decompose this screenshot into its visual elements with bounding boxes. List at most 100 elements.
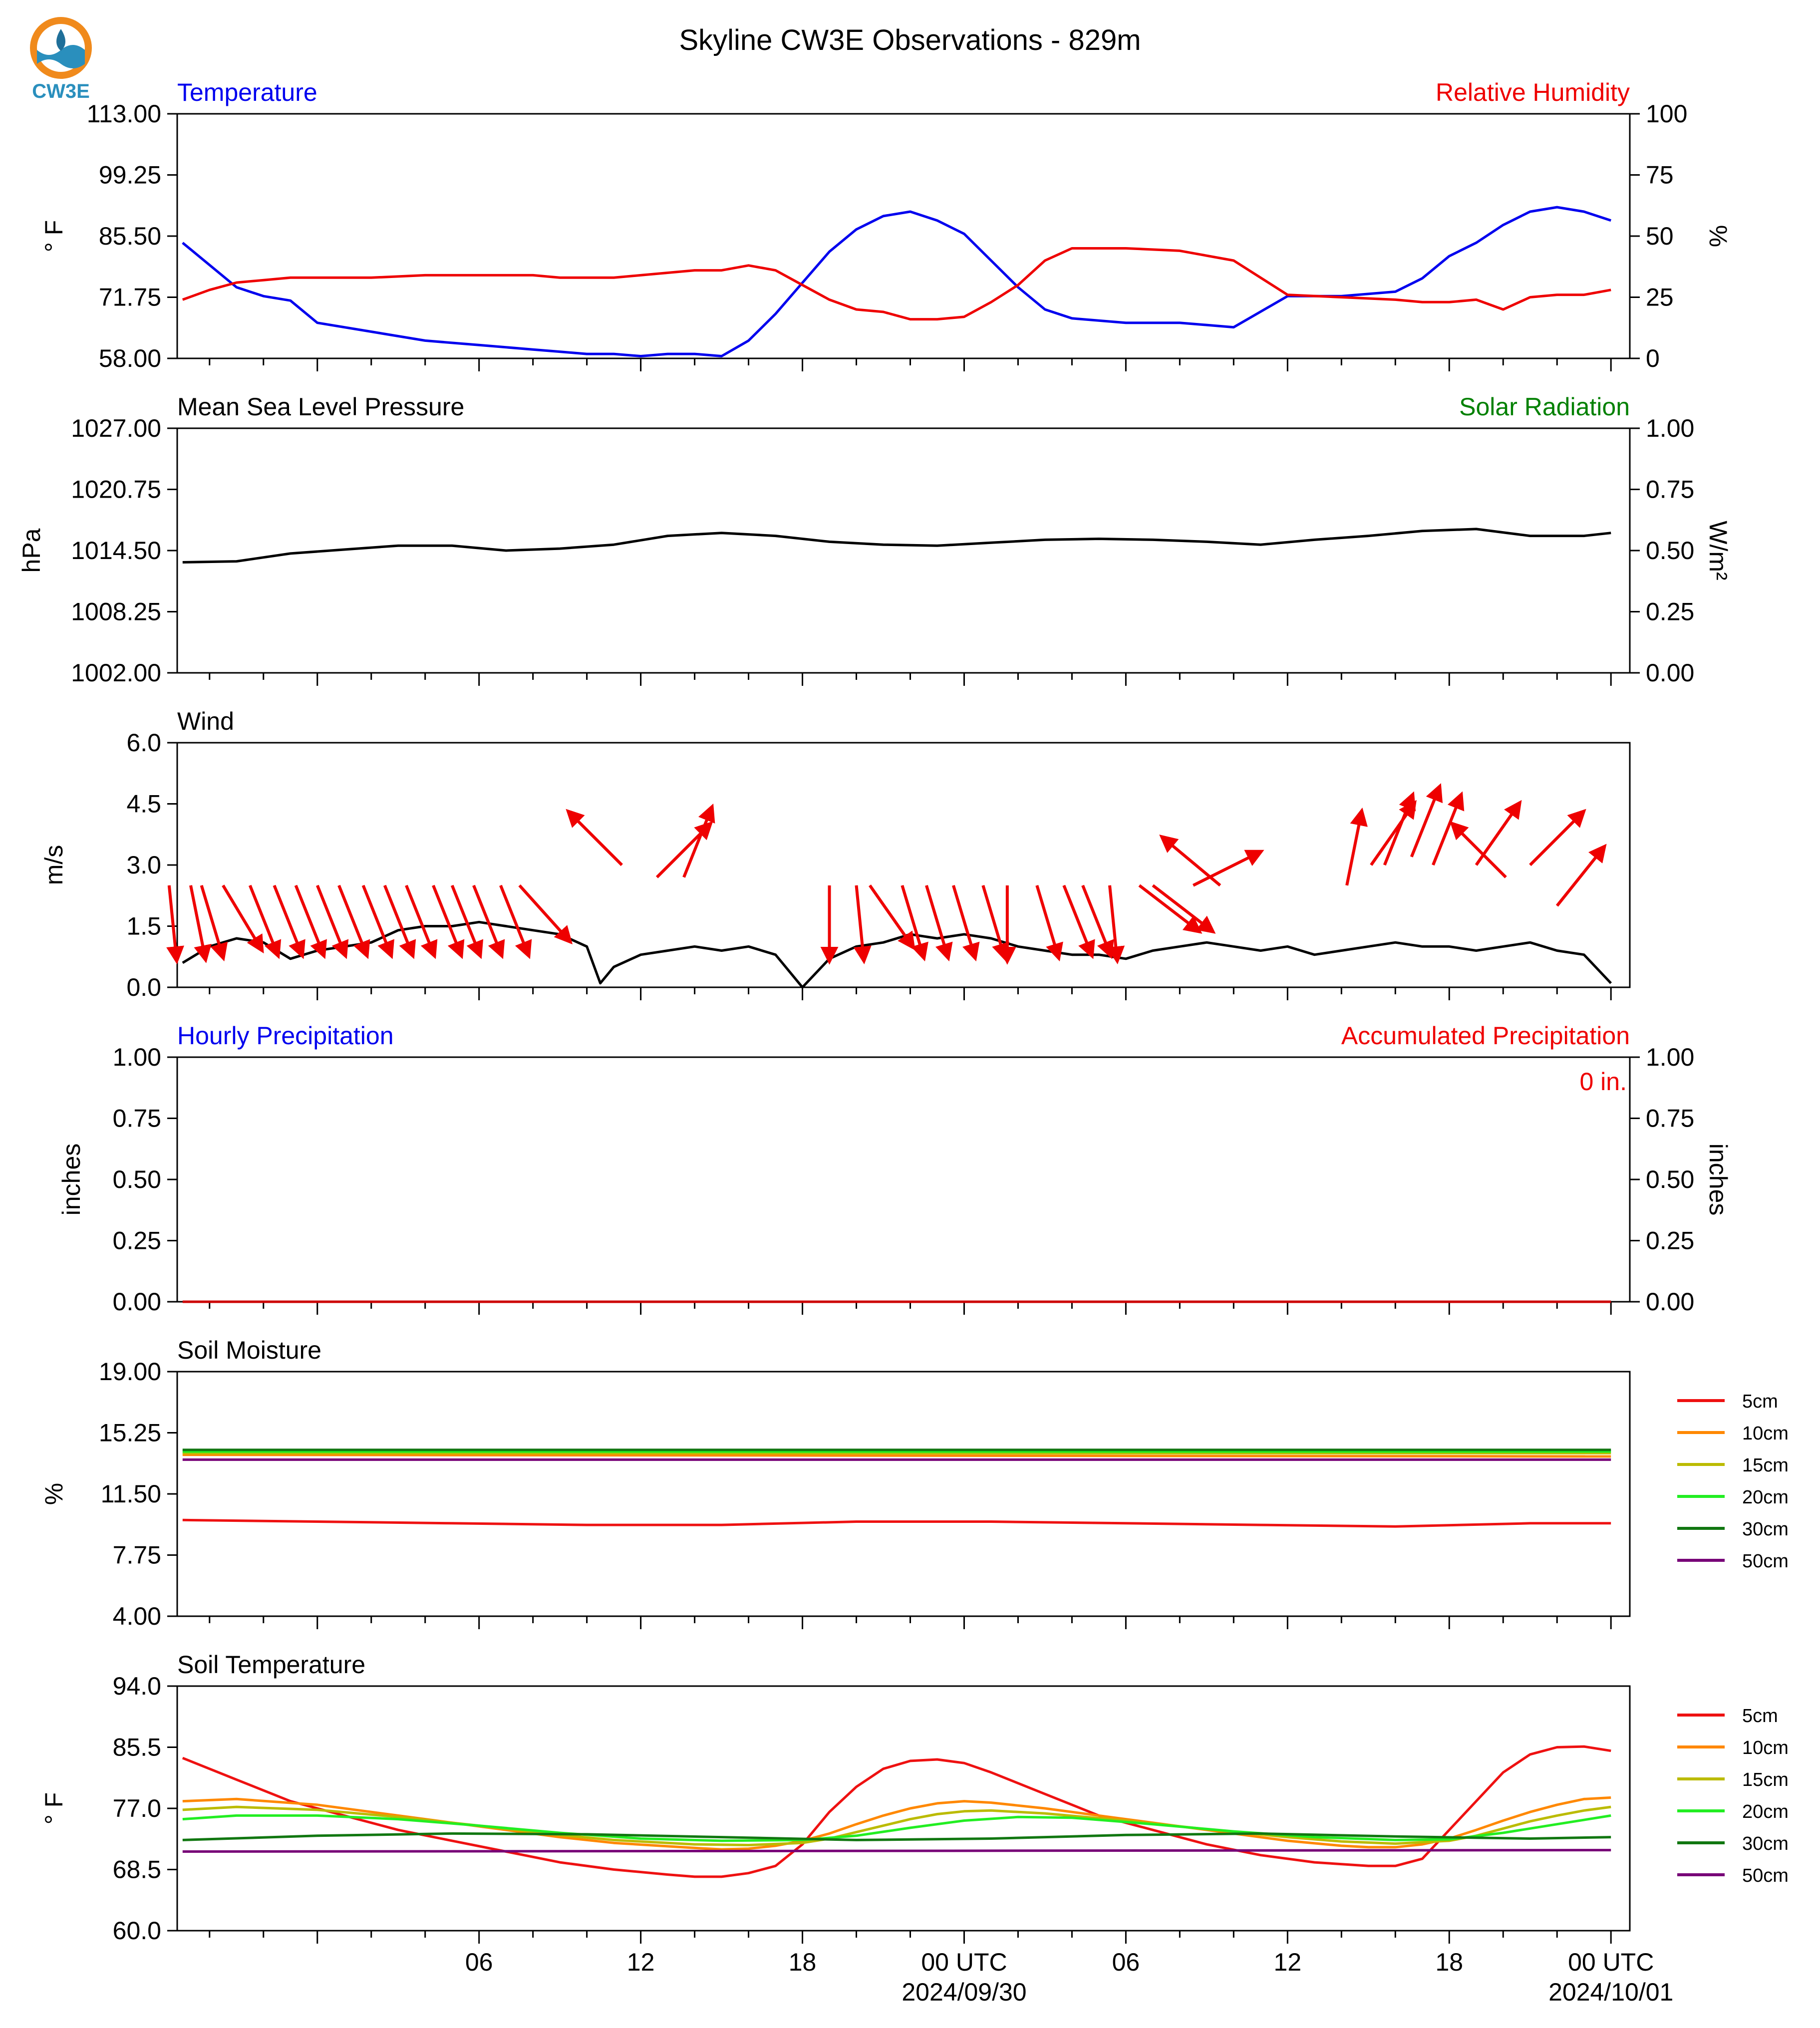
y-tick-label: 1014.50 bbox=[71, 537, 161, 565]
wind-arrow bbox=[1432, 791, 1465, 866]
y-axis-label: inches bbox=[57, 1144, 85, 1216]
y-tick-label: 60.0 bbox=[113, 1917, 161, 1945]
legend-label: 5cm bbox=[1742, 1706, 1778, 1727]
y-tick-label: 15.25 bbox=[99, 1419, 161, 1447]
y-tick-label-right: 0.75 bbox=[1646, 1105, 1694, 1133]
wind-arrow bbox=[1410, 783, 1443, 858]
y-tick-label-right: 0.00 bbox=[1646, 659, 1694, 687]
wind-arrow bbox=[518, 884, 573, 945]
wind-arrow bbox=[361, 884, 394, 959]
y-tick-label: 1027.00 bbox=[71, 414, 161, 442]
series-line-30cm bbox=[182, 1832, 1611, 1841]
wind-arrow bbox=[682, 803, 715, 878]
wind-arrow bbox=[1555, 844, 1607, 907]
panel-title-right: Solar Radiation bbox=[1459, 393, 1630, 421]
y-tick-label: 0.50 bbox=[113, 1165, 161, 1193]
wind-arrow bbox=[248, 884, 282, 959]
y-tick-label-right: 0.50 bbox=[1646, 1165, 1694, 1193]
series-line-relative-humidity bbox=[182, 247, 1611, 321]
y-tick-label: 0.00 bbox=[113, 1288, 161, 1316]
y-tick-label: 68.5 bbox=[113, 1856, 161, 1884]
y-axis-label: ° F bbox=[40, 220, 68, 252]
y-tick-label: 4.00 bbox=[113, 1602, 161, 1630]
x-tick-label: 06 bbox=[1112, 1948, 1140, 1976]
wind-arrow bbox=[222, 884, 264, 954]
legend-label: 15cm bbox=[1742, 1455, 1789, 1476]
y-axis-label-right: % bbox=[1704, 225, 1732, 247]
y-tick-label: 4.5 bbox=[126, 790, 161, 818]
wind-arrow bbox=[383, 884, 416, 959]
y-axis-label: ° F bbox=[40, 1792, 68, 1824]
y-tick-label: 1.00 bbox=[113, 1043, 161, 1071]
y-tick-label: 11.50 bbox=[101, 1480, 161, 1508]
series-line-20cm bbox=[182, 1814, 1611, 1842]
panel-title-left: Temperature bbox=[177, 78, 317, 106]
y-tick-label: 77.0 bbox=[113, 1794, 161, 1822]
y-tick-label: 0.75 bbox=[113, 1105, 161, 1133]
panel-title-left: Wind bbox=[177, 707, 234, 735]
y-tick-label: 1020.75 bbox=[71, 476, 161, 504]
wind-arrow bbox=[432, 884, 465, 959]
y-axis-label: hPa bbox=[17, 528, 45, 573]
y-tick-label: 85.50 bbox=[99, 222, 161, 250]
wind-arrow bbox=[166, 885, 184, 965]
figure-title: Skyline CW3E Observations - 829m bbox=[679, 24, 1141, 56]
wind-arrow bbox=[200, 884, 228, 962]
wind-arrow bbox=[1159, 835, 1221, 887]
x-tick-label: 00 UTC bbox=[1568, 1948, 1654, 1976]
x-date-label: 2024/10/01 bbox=[1548, 1978, 1673, 2006]
panel-pressure: Mean Sea Level Pressure Solar Radiation 10… bbox=[17, 393, 1732, 687]
y-tick-label: 0.0 bbox=[126, 973, 161, 1001]
legend-label: 5cm bbox=[1742, 1391, 1778, 1412]
y-tick-label: 7.75 bbox=[113, 1541, 161, 1569]
wind-arrow bbox=[1035, 884, 1063, 962]
y-tick-label: 19.00 bbox=[99, 1358, 161, 1386]
y-tick-label-right: 50 bbox=[1646, 222, 1674, 250]
wind-arrow bbox=[901, 884, 928, 962]
panel-title-right: Accumulated Precipitation bbox=[1341, 1022, 1630, 1050]
wind-arrow bbox=[450, 884, 484, 959]
series-line-wind bbox=[182, 920, 1612, 989]
wind-arrow bbox=[952, 884, 980, 962]
wind-arrow bbox=[337, 884, 370, 959]
y-tick-label: 71.75 bbox=[99, 284, 161, 311]
y-tick-label-right: 1.00 bbox=[1646, 414, 1694, 442]
panels: Temperature Relative Humidity 58.00 71.75 85… bbox=[17, 78, 1789, 2006]
x-tick-label: 18 bbox=[1435, 1948, 1463, 1976]
series-line-10cm bbox=[182, 1796, 1611, 1851]
wind-arrow bbox=[925, 884, 953, 962]
cw3e-logo: CW3E bbox=[30, 17, 92, 102]
legend-label: 10cm bbox=[1742, 1738, 1789, 1758]
wind-arrow bbox=[1383, 791, 1416, 866]
wind-arrow bbox=[1345, 807, 1368, 886]
wind-arrow bbox=[1062, 884, 1095, 959]
wind-arrow bbox=[1193, 850, 1264, 887]
y-tick-label: 6.0 bbox=[126, 729, 161, 757]
y-tick-label: 1008.25 bbox=[71, 598, 161, 626]
y-tick-label-right: 0.00 bbox=[1646, 1288, 1694, 1316]
y-tick-label: 85.5 bbox=[113, 1734, 161, 1761]
y-tick-label-right: 75 bbox=[1646, 161, 1674, 189]
legend-label: 50cm bbox=[1742, 1551, 1789, 1572]
x-date-label: 2024/09/30 bbox=[902, 1978, 1026, 2006]
wind-arrow bbox=[405, 884, 438, 959]
legend-label: 20cm bbox=[1742, 1487, 1789, 1508]
y-tick-label: 113.00 bbox=[87, 100, 161, 128]
y-axis-label: m/s bbox=[40, 845, 68, 885]
wind-arrow bbox=[853, 885, 872, 965]
y-tick-label: 0.25 bbox=[113, 1227, 161, 1255]
y-tick-label-right: 25 bbox=[1646, 284, 1674, 311]
y-tick-label: 1.5 bbox=[126, 912, 161, 940]
panel-temp-rh: Temperature Relative Humidity 58.00 71.75 85… bbox=[40, 78, 1732, 372]
y-axis-label-right: inches bbox=[1704, 1144, 1732, 1216]
wind-arrow bbox=[1370, 800, 1417, 866]
legend-label: 20cm bbox=[1742, 1801, 1789, 1822]
series-line-5cm bbox=[182, 1518, 1611, 1528]
x-tick-label: 18 bbox=[789, 1948, 817, 1976]
x-tick-label: 00 UTC bbox=[921, 1948, 1007, 1976]
wind-arrow bbox=[189, 885, 212, 963]
legend-label: 30cm bbox=[1742, 1519, 1789, 1540]
series-line-temperature bbox=[182, 206, 1611, 357]
logo-text: CW3E bbox=[32, 80, 90, 102]
y-tick-label-right: 0 bbox=[1646, 344, 1660, 372]
